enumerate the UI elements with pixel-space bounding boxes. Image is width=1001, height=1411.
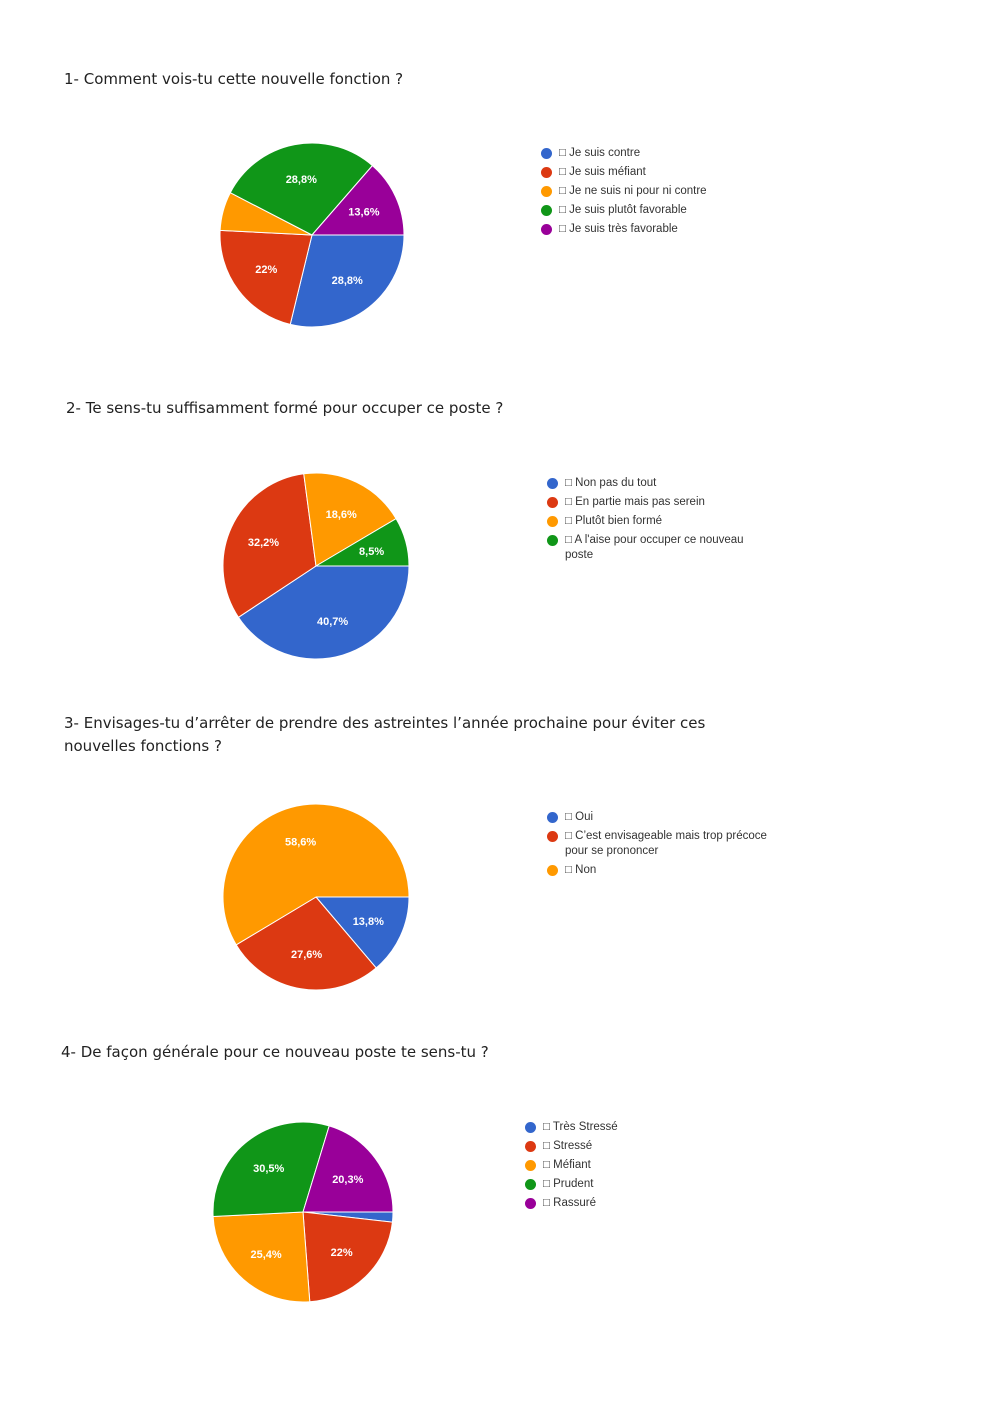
pie-2-slice-label-4: 8,5% <box>359 546 384 558</box>
legend-4: □ Très Stressé □ Stressé □ Méfiant □ Pruden… <box>525 1120 725 1215</box>
legend-1-swatch-2 <box>541 167 552 178</box>
pie-3-slice-label-2: 27,6% <box>291 949 322 961</box>
legend-3: □ Oui □ C’est envisageable mais trop préc… <box>547 810 792 882</box>
legend-1-item-5: □ Je suis très favorable <box>541 222 771 237</box>
legend-2: □ Non pas du tout □ En partie mais pas se… <box>547 476 767 567</box>
legend-2-swatch-4 <box>547 535 558 546</box>
legend-1-item-1: □ Je suis contre <box>541 146 771 161</box>
pie-3-slice-3 <box>222 803 410 946</box>
legend-4-item-3: □ Méfiant <box>525 1158 725 1173</box>
legend-4-item-5: □ Rassuré <box>525 1196 725 1211</box>
pie-2-slice-3 <box>303 472 397 567</box>
legend-1-swatch-1 <box>541 148 552 159</box>
pie-2-slice-2 <box>222 473 317 618</box>
pie-3-slice-1 <box>314 896 410 969</box>
legend-4-swatch-5 <box>525 1198 536 1209</box>
pie-1-slice-2 <box>219 229 313 325</box>
legend-2-swatch-2 <box>547 497 558 508</box>
legend-2-label-1: □ Non pas du tout <box>565 477 657 489</box>
legend-3-label-2: □ C’est envisageable mais trop précoce p… <box>565 830 767 857</box>
legend-2-item-1: □ Non pas du tout <box>547 476 767 491</box>
legend-1: □ Je suis contre □ Je suis méfiant □ Je ne… <box>541 146 771 241</box>
pie-2-slice-label-3: 18,6% <box>326 509 357 521</box>
legend-4-item-4: □ Prudent <box>525 1177 725 1192</box>
pie-3-slice-2 <box>235 896 377 991</box>
pie-4-slice-2 <box>302 1211 393 1303</box>
legend-4-label-5: □ Rassuré <box>543 1197 596 1209</box>
legend-4-label-3: □ Méfiant <box>543 1159 591 1171</box>
legend-1-label-3: □ Je ne suis ni pour ni contre <box>559 185 707 197</box>
pie-4-slice-3 <box>212 1211 311 1303</box>
pie-2-slice-4 <box>314 517 410 567</box>
legend-1-swatch-4 <box>541 205 552 216</box>
legend-2-label-3: □ Plutôt bien formé <box>565 515 663 527</box>
legend-1-item-2: □ Je suis méfiant <box>541 165 771 180</box>
pie-1-slice-label-5: 13,6% <box>348 206 379 218</box>
legend-1-item-4: □ Je suis plutôt favorable <box>541 203 771 218</box>
legend-2-label-2: □ En partie mais pas serein <box>565 496 705 508</box>
pie-2-slice-label-2: 32,2% <box>248 537 279 549</box>
pie-1-slice-label-4: 28,8% <box>286 174 317 186</box>
legend-4-swatch-1 <box>525 1122 536 1133</box>
pie-3-slice-label-3: 58,6% <box>285 836 316 848</box>
legend-4-item-1: □ Très Stressé <box>525 1120 725 1135</box>
legend-2-label-4: □ A l'aise pour occuper ce nouveau poste <box>565 534 744 561</box>
legend-2-item-2: □ En partie mais pas serein <box>547 495 767 510</box>
legend-4-swatch-3 <box>525 1160 536 1171</box>
legend-1-swatch-5 <box>541 224 552 235</box>
pie-4-slice-label-2: 22% <box>331 1247 353 1259</box>
legend-4-swatch-4 <box>525 1179 536 1190</box>
question-title-1: 1- Comment vois-tu cette nouvelle foncti… <box>64 70 404 88</box>
legend-3-swatch-2 <box>547 831 558 842</box>
legend-3-label-3: □ Non <box>565 864 597 876</box>
question-title-4: 4- De façon générale pour ce nouveau pos… <box>61 1043 489 1061</box>
legend-1-label-4: □ Je suis plutôt favorable <box>559 204 687 216</box>
legend-1-item-3: □ Je ne suis ni pour ni contre <box>541 184 771 199</box>
legend-1-label-5: □ Je suis très favorable <box>559 223 678 235</box>
legend-4-label-2: □ Stressé <box>543 1140 593 1152</box>
legend-3-item-2: □ C’est envisageable mais trop précoce p… <box>547 829 792 859</box>
pie-1-slice-label-1: 28,8% <box>332 275 363 287</box>
pie-3-slice-label-1: 13,8% <box>353 916 384 928</box>
legend-4-swatch-2 <box>525 1141 536 1152</box>
legend-1-swatch-3 <box>541 186 552 197</box>
legend-4-label-4: □ Prudent <box>543 1178 594 1190</box>
legend-3-swatch-1 <box>547 812 558 823</box>
question-title-3: 3- Envisages-tu d’arrêter de prendre des… <box>64 714 706 755</box>
pie-4-slice-label-4: 30,5% <box>253 1163 284 1175</box>
question-title-2: 2- Te sens-tu suffisamment formé pour oc… <box>66 399 504 417</box>
pie-1-slice-label-2: 22% <box>255 264 277 276</box>
legend-1-label-1: □ Je suis contre <box>559 147 641 159</box>
legend-2-item-3: □ Plutôt bien formé <box>547 514 767 529</box>
legend-4-item-2: □ Stressé <box>525 1139 725 1154</box>
legend-2-item-4: □ A l'aise pour occuper ce nouveau poste <box>547 533 767 563</box>
legend-4-label-1: □ Très Stressé <box>543 1121 618 1133</box>
pie-1-slice-4 <box>229 142 374 236</box>
pie-1-slice-5 <box>310 164 405 236</box>
pie-4-slice-5 <box>302 1125 394 1213</box>
pie-4-slice-label-5: 20,3% <box>332 1174 363 1186</box>
legend-3-swatch-3 <box>547 865 558 876</box>
legend-3-item-1: □ Oui <box>547 810 792 825</box>
legend-1-label-2: □ Je suis méfiant <box>559 166 646 178</box>
legend-2-swatch-3 <box>547 516 558 527</box>
pie-1-slice-1 <box>289 234 405 328</box>
pie-4-slice-label-3: 25,4% <box>250 1249 281 1261</box>
pie-2-slice-label-1: 40,7% <box>317 616 348 628</box>
legend-2-swatch-1 <box>547 478 558 489</box>
legend-3-item-3: □ Non <box>547 863 792 878</box>
legend-3-label-1: □ Oui <box>565 811 594 823</box>
pie-4-slice-4 <box>212 1121 330 1218</box>
